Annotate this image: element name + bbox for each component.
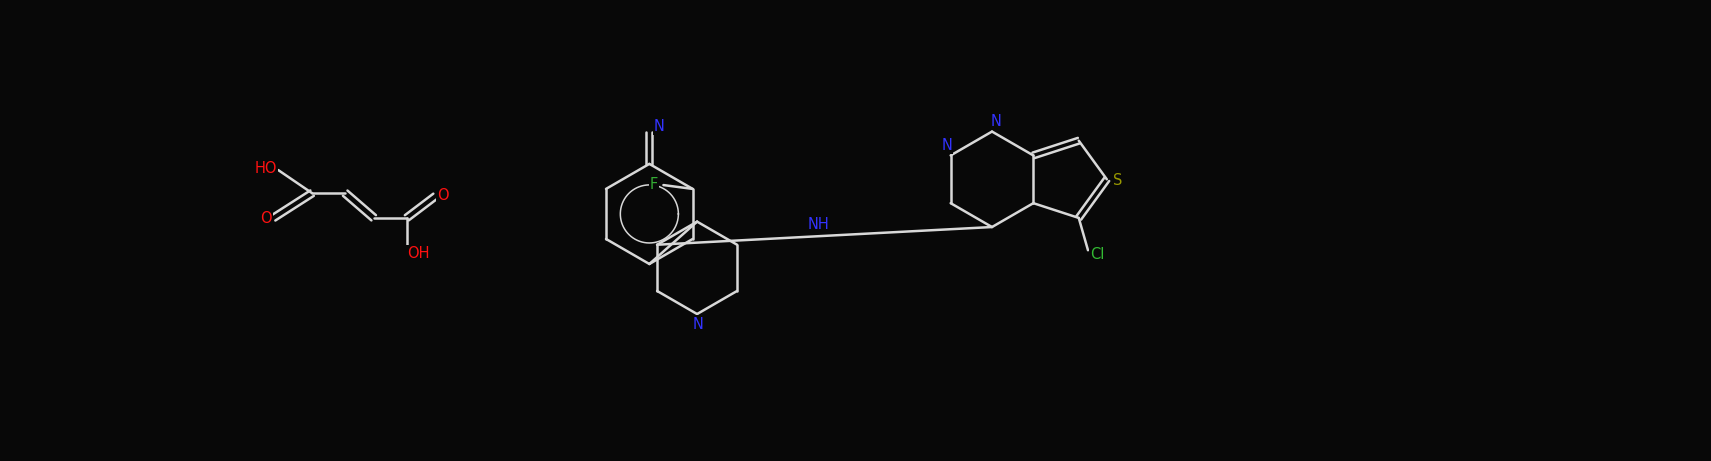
Text: NH: NH xyxy=(808,217,830,232)
Text: N: N xyxy=(991,114,1001,129)
Text: Cl: Cl xyxy=(1090,248,1104,262)
Text: N: N xyxy=(941,138,953,153)
Text: HO: HO xyxy=(255,161,277,176)
Text: OH: OH xyxy=(407,246,429,261)
Text: S: S xyxy=(1112,173,1122,189)
Text: N: N xyxy=(654,118,666,134)
Text: O: O xyxy=(260,211,272,226)
Text: F: F xyxy=(650,177,659,192)
Text: N: N xyxy=(693,317,703,331)
Text: O: O xyxy=(438,188,448,203)
